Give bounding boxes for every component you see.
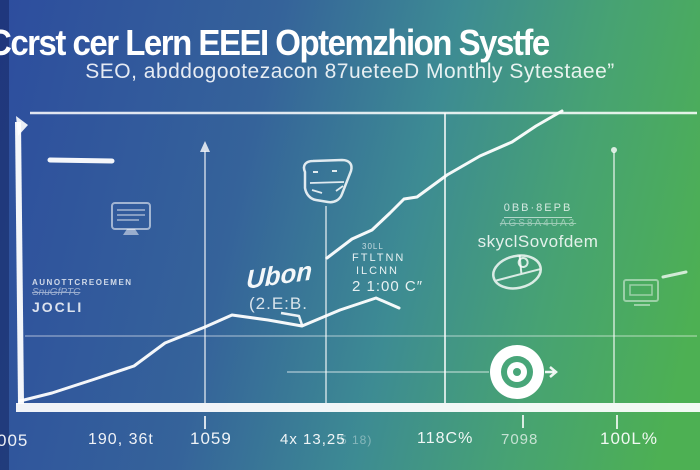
annotation-ubon-value: (2.E:B.	[249, 294, 308, 313]
annotation-mid-line4: 2 1:00 C″	[352, 277, 424, 295]
dash-mark-left	[47, 157, 115, 164]
annotation-right-line1: 0BB·8EPB	[503, 202, 573, 218]
dash-mark-right	[661, 270, 688, 279]
x-axis-label-1: 190, 36t	[88, 431, 154, 448]
annotation-right-line3: skyclSovofdem	[477, 232, 599, 252]
y-axis	[15, 121, 24, 405]
x-axis-label-6: 7098	[501, 431, 539, 448]
page-subtitle: SEO, abddogootezacon 87ueteeD Monthly Sy…	[85, 60, 615, 83]
annotation-left-line2: SnuGfPTC	[32, 287, 81, 299]
x-axis-label-3: 4x 13,25	[280, 431, 346, 448]
mouse-icon	[492, 254, 542, 290]
upper-trend-line	[325, 109, 564, 260]
lower-trend-line	[18, 296, 401, 403]
page-title: Ccrst cer Lern EEEI Optemzhion Systfe	[0, 22, 550, 63]
annotation-right-line2: AGS8A4UA3	[499, 217, 577, 229]
arrow-right-icon	[545, 366, 558, 378]
annotation-mid-line3: ILCNN	[356, 264, 400, 277]
annotation-left-block: AUNOTTCREOEMEN SnuGfPTC JOCLI	[32, 278, 133, 315]
x-axis-label-2: 1059	[190, 429, 232, 448]
y-axis-top-cap	[16, 116, 28, 136]
x-axis-label-5: 118C%	[417, 430, 474, 447]
target-bullseye-icon	[490, 345, 544, 399]
small-monitor-icon	[623, 279, 659, 306]
annotation-mid-line1: 30LL	[362, 242, 384, 251]
gem-icon	[302, 158, 353, 204]
x-axis	[16, 403, 700, 412]
x-axis-label-7: 100L%	[600, 429, 658, 448]
annotation-mid-block: 30LL FTLTNN ILCNN 2 1:00 C″	[352, 242, 423, 296]
annotation-mid-line2: FTLTNN	[352, 251, 406, 264]
annotation-left-line1: AUNOTTCREOEMEN	[32, 278, 133, 287]
gridline-v1-arrow-cap	[200, 141, 210, 152]
notch-segment	[280, 311, 304, 326]
monitor-icon	[111, 202, 151, 235]
x-axis-label-0: 005	[0, 431, 29, 450]
annotation-right-block: 0BB·8EPB AGS8A4UA3 skyclSovofdem	[468, 197, 608, 253]
x-axis-label-4: 5 18)	[340, 433, 373, 447]
annotation-left-line3: JOCLI	[32, 298, 84, 315]
gridline-v4-dot-cap	[611, 147, 617, 153]
